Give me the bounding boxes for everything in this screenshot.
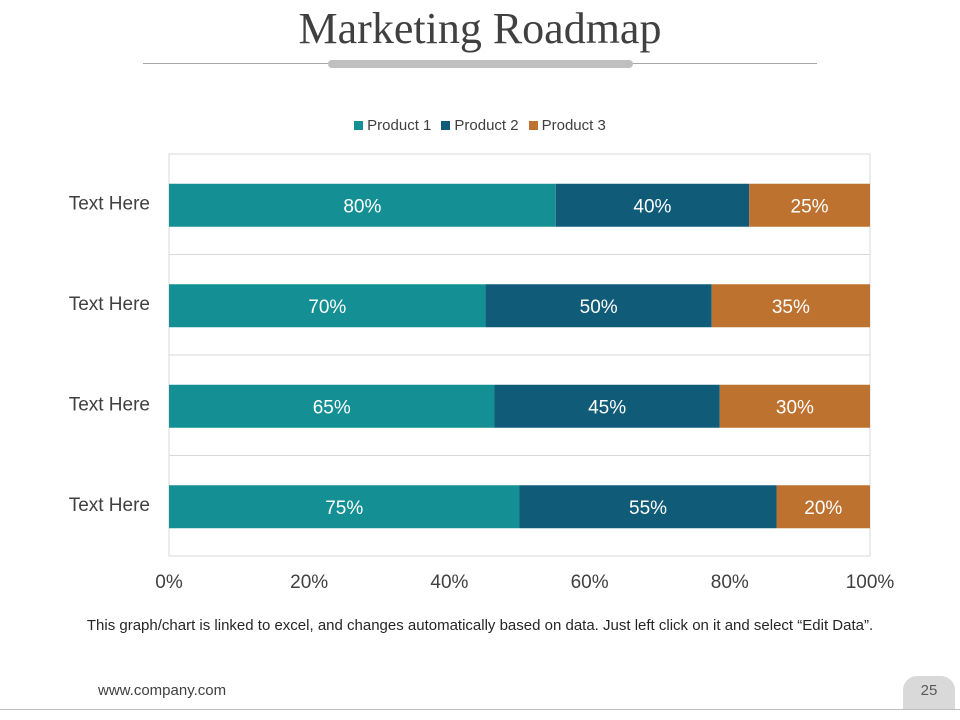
category-label-2: Text Here [69,294,150,315]
data-label-row-1-product-3: 25% [791,196,829,217]
category-label-3: Text Here [69,394,150,415]
legend-swatch-product-2 [441,121,451,130]
bar-row-2-product-3 [711,284,870,328]
data-label-row-2-product-1: 70% [308,297,346,318]
data-label-row-1-product-1: 80% [343,196,381,217]
data-label-row-4-product-3: 20% [804,498,842,519]
bar-row-2-product-2 [485,284,712,328]
legend-swatch-product-1 [354,121,364,130]
x-tick-label-2: 20% [290,572,328,593]
legend-label-product-2: Product 2 [454,117,519,134]
legend-label-product-3: Product 3 [541,117,606,134]
data-label-row-4-product-2: 55% [629,498,667,519]
category-label-1: Text Here [69,193,150,214]
bar-row-4-product-3 [776,485,870,529]
slide-title: Marketing Roadmap [298,4,662,53]
data-label-row-3-product-3: 30% [776,397,814,418]
x-tick-label-5: 80% [711,572,749,593]
legend-item-product-3: Product 3 [528,117,606,134]
footer-url: www.company.com [98,682,227,699]
stacked-bar-chart[interactable]: 80% 40% 25% Text Here 70% 50% 35% Text Here 65% 4… [0,0,960,600]
data-label-row-3-product-1: 65% [313,397,351,418]
data-label-row-2-product-2: 50% [580,297,618,318]
bar-row-3-product-1 [169,384,495,428]
legend-item-product-1: Product 1 [354,117,431,134]
category-label-4: Text Here [69,495,150,516]
legend-label-product-1: Product 1 [367,117,432,134]
bar-row-4-product-1 [169,485,520,529]
legend-item-product-2: Product 2 [441,117,519,134]
bar-row-1-product-1 [169,183,556,227]
chart-caption: This graph/chart is linked to excel, and… [86,617,874,634]
data-label-row-1-product-2: 40% [633,196,671,217]
title-accent-bar [328,60,633,68]
bar-row-3-product-2 [494,384,720,428]
legend-swatch-product-3 [528,121,538,130]
data-label-row-3-product-2: 45% [588,397,626,418]
x-tick-label-4: 60% [571,572,609,593]
bar-row-1-product-2 [555,183,750,227]
data-label-row-2-product-3: 35% [772,297,810,318]
bar-row-1-product-3 [749,183,870,227]
bar-row-4-product-2 [519,485,777,529]
chart-legend: Product 1 Product 2 Product 3 [0,117,960,134]
x-tick-label-1: 0% [155,572,183,593]
data-label-row-4-product-1: 75% [325,498,363,519]
x-tick-label-6: 100% [846,572,895,593]
footer-divider [0,709,960,710]
bar-row-3-product-3 [719,384,870,428]
x-tick-label-3: 40% [430,572,468,593]
bar-row-2-product-1 [169,284,486,328]
page-number-badge: 25 [903,676,955,710]
